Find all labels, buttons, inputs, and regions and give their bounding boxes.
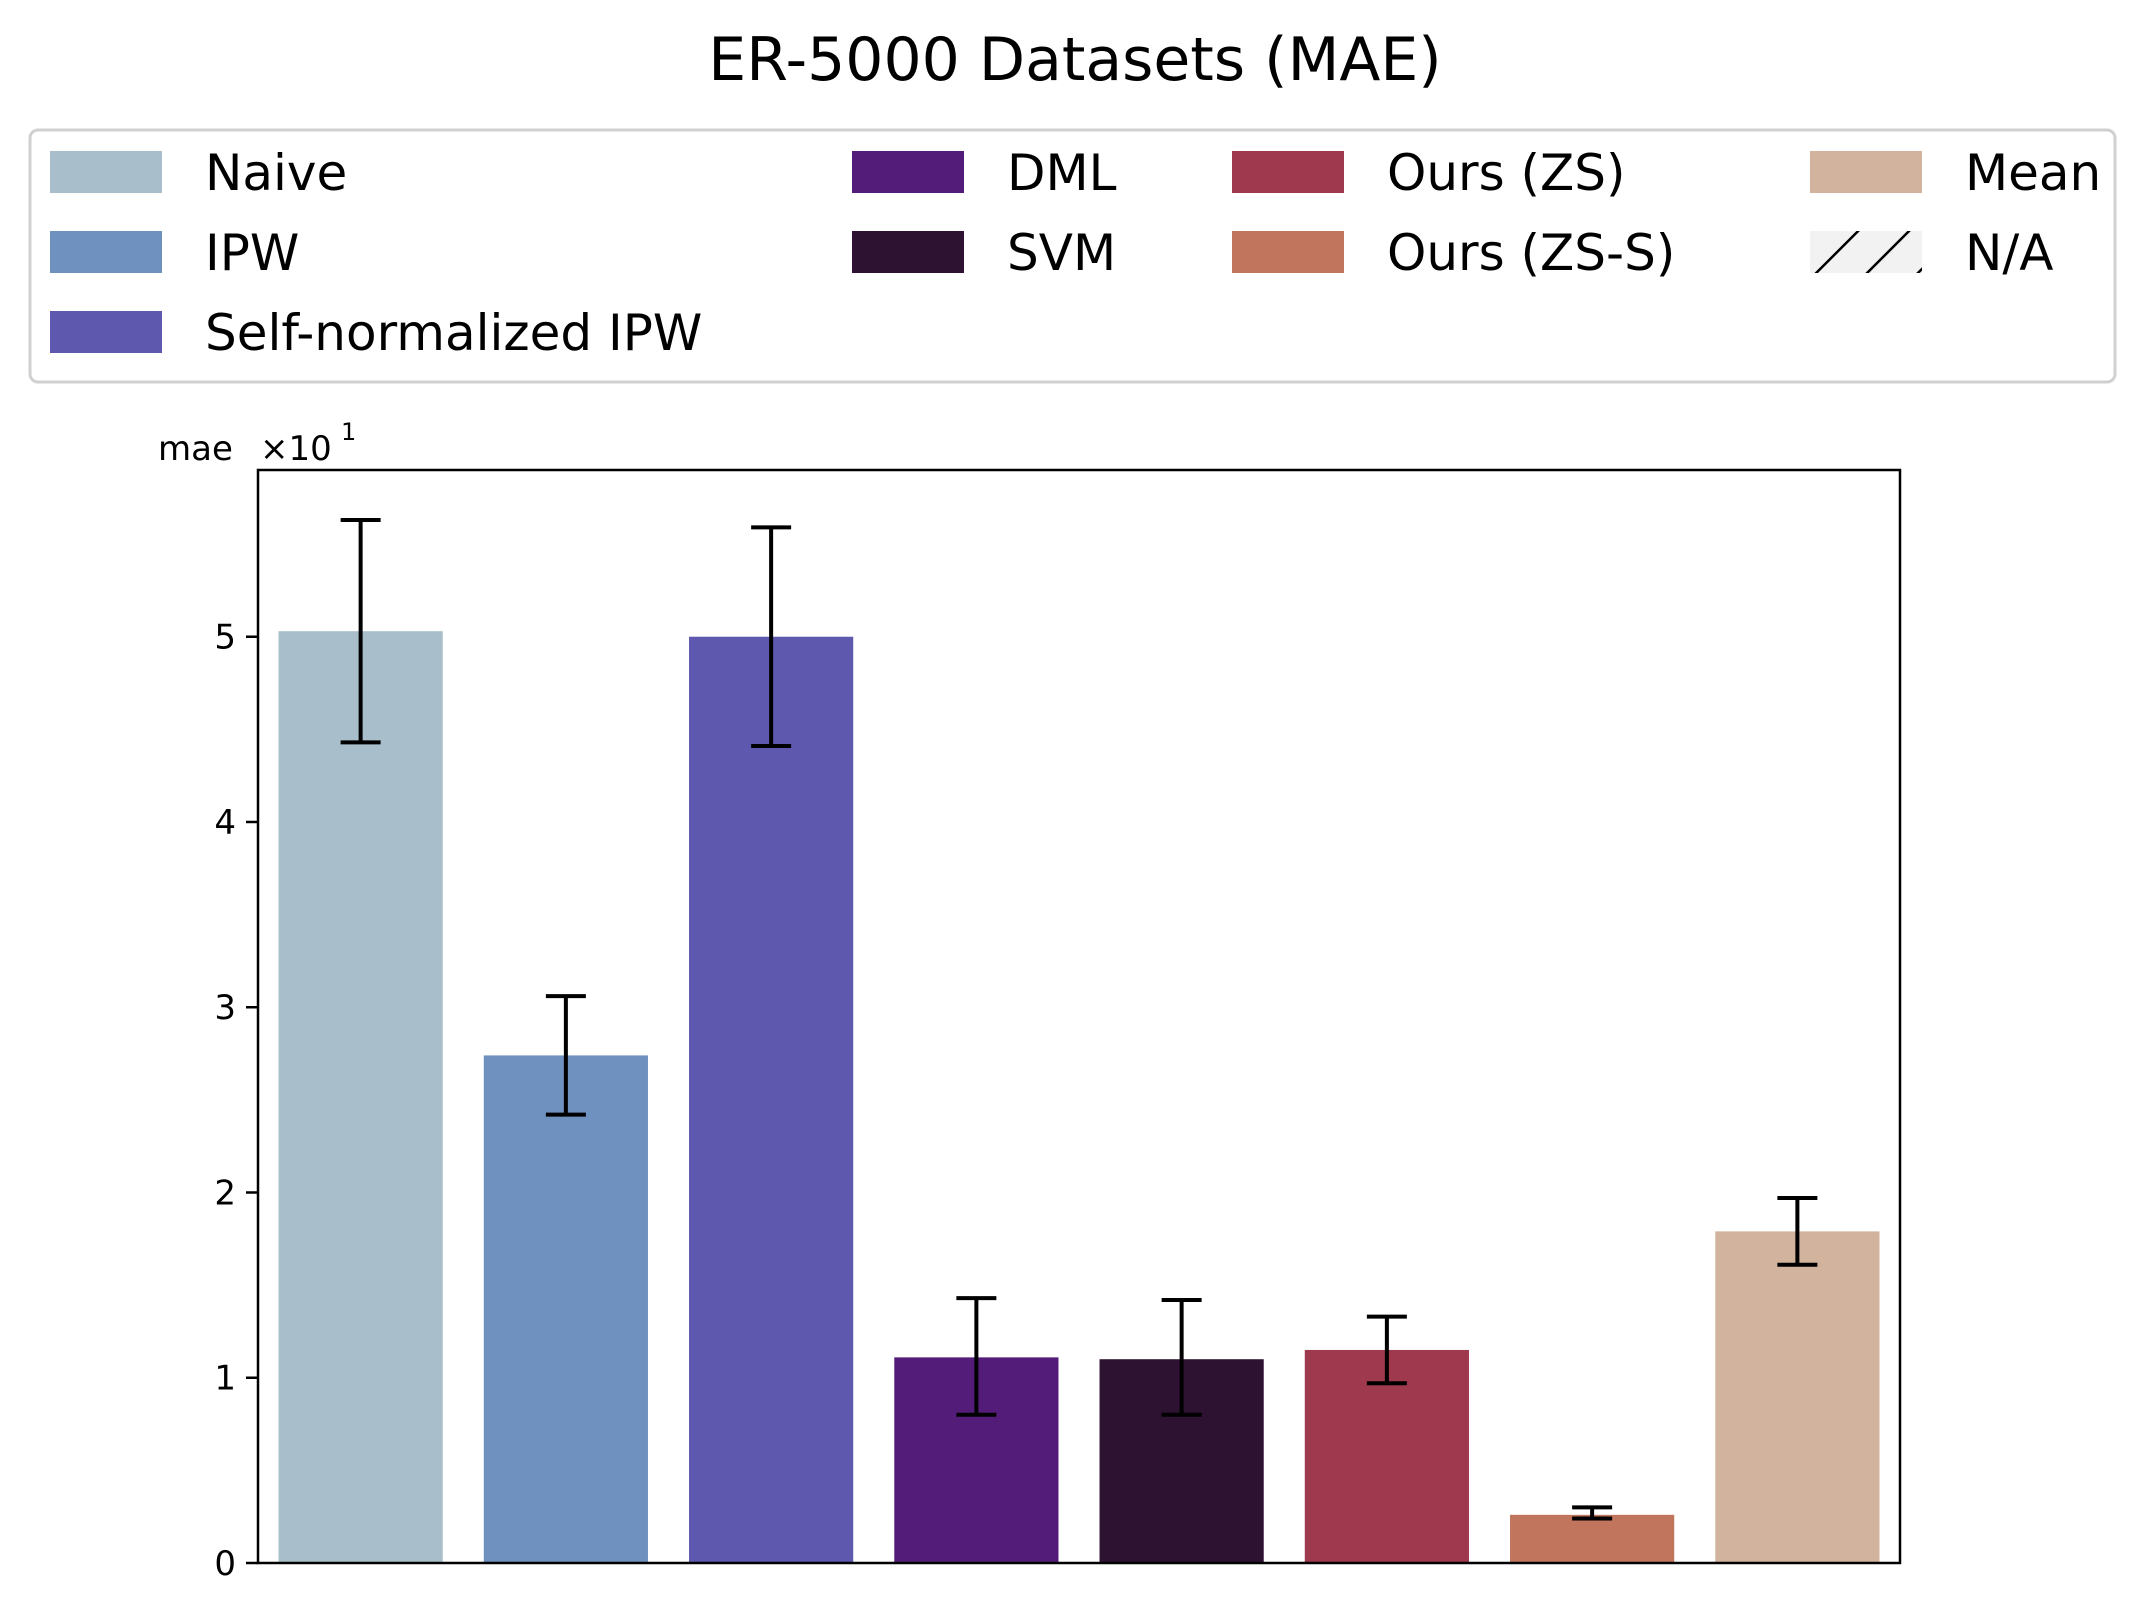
legend-item: DML (852, 144, 1117, 202)
legend-swatch (50, 311, 162, 353)
legend-item: IPW (50, 224, 299, 282)
error-bar (545, 994, 586, 1117)
legend-item: Self-normalized IPW (50, 304, 702, 362)
y-tick-label: 5 (214, 618, 236, 658)
bar-ipw (483, 1055, 648, 1563)
plot-frame (256, 468, 1902, 1565)
error-bar (1161, 1297, 1202, 1417)
legend-item: N/A (1810, 224, 2053, 282)
legend-label: Ours (ZS-S) (1387, 224, 1675, 282)
y-axis-label: mae ×10 1 (158, 418, 356, 469)
y-tick-label: 3 (214, 988, 236, 1028)
legend-swatch (1232, 151, 1344, 193)
legend-item: Ours (ZS) (1232, 144, 1626, 202)
legend-swatch (50, 231, 162, 273)
y-axis-title: mae (158, 429, 233, 469)
legend-frame (28, 128, 2117, 384)
legend-swatch (1810, 151, 1922, 193)
chart-title: ER-5000 Datasets (MAE) (708, 25, 1441, 95)
legend-swatch (1810, 231, 1922, 273)
y-axis-multiplier-exponent: 1 (341, 418, 356, 446)
error-bar (751, 525, 792, 749)
bars (278, 631, 1880, 1563)
legend-label: N/A (1965, 224, 2053, 282)
error-bar (340, 518, 381, 745)
y-tick-label: 1 (214, 1359, 236, 1399)
y-axis-ticks: 0 1 2 3 4 5 (214, 618, 258, 1584)
legend-item: Ours (ZS-S) (1232, 224, 1675, 282)
legend-label: SVM (1007, 224, 1116, 282)
legend-item: Naive (50, 144, 347, 202)
y-axis-multiplier: ×10 (260, 429, 332, 469)
bar-mean (1715, 1231, 1880, 1563)
y-tick-label: 0 (214, 1544, 236, 1584)
legend-item: SVM (852, 224, 1116, 282)
legend-swatch (1232, 231, 1344, 273)
y-tick-label: 4 (214, 803, 236, 843)
error-bar (956, 1296, 997, 1417)
error-bars (340, 518, 1818, 1521)
legend-label: DML (1007, 144, 1117, 202)
legend-item: Mean (1810, 144, 2101, 202)
legend-swatch (50, 151, 162, 193)
legend-swatch (852, 151, 964, 193)
error-bar (1572, 1505, 1613, 1521)
legend: Naive IPW Self-normalized IPW DML SVM Ours (Z… (50, 144, 2101, 362)
error-bar (1777, 1196, 1818, 1267)
legend-label: Mean (1965, 144, 2101, 202)
bar-ours-zs (1304, 1349, 1469, 1563)
legend-label: IPW (205, 224, 299, 282)
bar-self-normalized-ipw (689, 636, 854, 1563)
legend-label: Ours (ZS) (1387, 144, 1626, 202)
legend-swatch (852, 231, 964, 273)
y-tick-label: 2 (214, 1173, 236, 1213)
bar-naive (278, 631, 443, 1563)
legend-label: Naive (205, 144, 347, 202)
legend-label: Self-normalized IPW (205, 304, 702, 362)
error-bar (1366, 1314, 1407, 1386)
bar-ours-zs-s (1510, 1514, 1675, 1563)
